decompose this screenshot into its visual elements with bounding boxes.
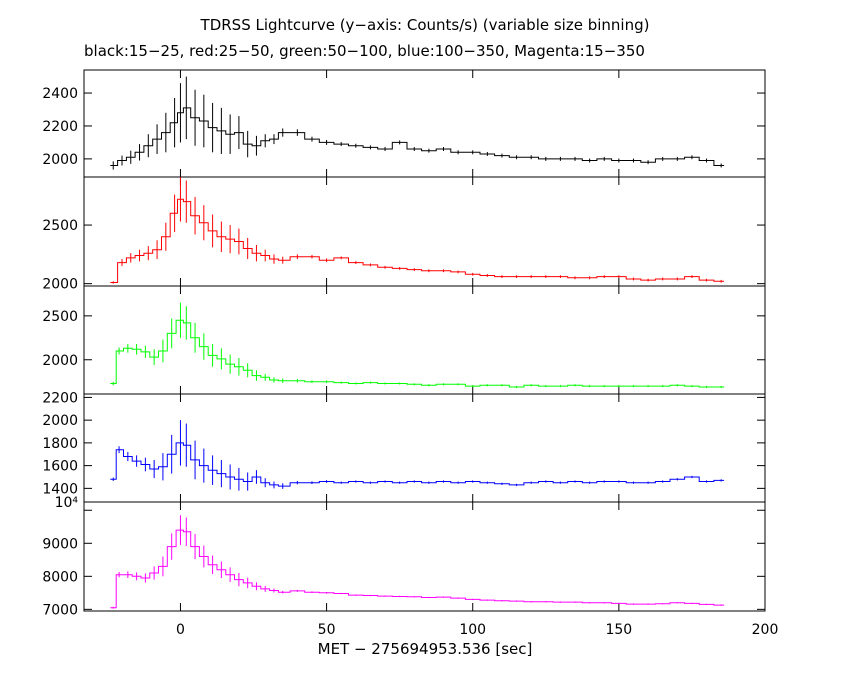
y-tick-label: 2400 bbox=[42, 86, 78, 102]
panel-50-100: 2000 2500 bbox=[42, 285, 766, 395]
y-tick-label: 2000 bbox=[42, 353, 78, 369]
x-axis-label: MET − 275694953.536 [sec] bbox=[318, 640, 533, 658]
panel-25-50: 2000 2500 bbox=[42, 176, 766, 293]
panel-15-25: 2000 2200 2400 bbox=[42, 69, 766, 178]
y-tick-label: 2200 bbox=[42, 390, 78, 406]
panels-group: 2000 2200 2400 2000 2500 2000 2500 1400 1600 1800… bbox=[42, 69, 766, 618]
y-exponent-label: 10⁴ bbox=[55, 495, 79, 511]
y-tick-label: 1400 bbox=[42, 481, 78, 497]
x-tick-label: 150 bbox=[605, 622, 632, 638]
series-25-50-line bbox=[110, 198, 725, 283]
x-tick-label: 200 bbox=[752, 622, 779, 638]
y-tick-label: 2000 bbox=[42, 413, 78, 429]
y-tick-label: 8000 bbox=[42, 569, 78, 585]
x-tick-label: 100 bbox=[459, 622, 486, 638]
x-tick-label: 50 bbox=[318, 622, 336, 638]
y-tick-label: 1800 bbox=[42, 436, 78, 452]
panel-frame bbox=[83, 501, 766, 612]
series-15-25-line bbox=[110, 107, 725, 166]
series-50-100-line bbox=[110, 319, 725, 388]
y-tick-label: 2500 bbox=[42, 218, 78, 234]
y-tick-label: 2200 bbox=[42, 119, 78, 135]
panel-frame bbox=[83, 285, 766, 395]
y-tick-label: 9000 bbox=[42, 536, 78, 552]
chart-subtitle: black:15−25, red:25−50, green:50−100, bl… bbox=[84, 42, 645, 60]
panel-15-350: 7000 8000 9000 10⁴ bbox=[42, 495, 766, 618]
series-15-350-line bbox=[110, 529, 725, 609]
chart-title: TDRSS Lightcurve (y−axis: Counts/s) (var… bbox=[200, 16, 650, 34]
y-tick-label: 2000 bbox=[42, 277, 78, 293]
series-100-350-line bbox=[110, 442, 725, 487]
x-axis: 0 50 100 150 200 bbox=[176, 622, 778, 638]
y-tick-label: 7000 bbox=[42, 602, 78, 618]
y-tick-label: 1600 bbox=[42, 459, 78, 475]
panel-100-350: 1400 1600 1800 2000 2200 bbox=[42, 390, 766, 503]
y-tick-label: 2500 bbox=[42, 309, 78, 325]
y-tick-label: 2000 bbox=[42, 152, 78, 168]
x-tick-label: 0 bbox=[176, 622, 185, 638]
